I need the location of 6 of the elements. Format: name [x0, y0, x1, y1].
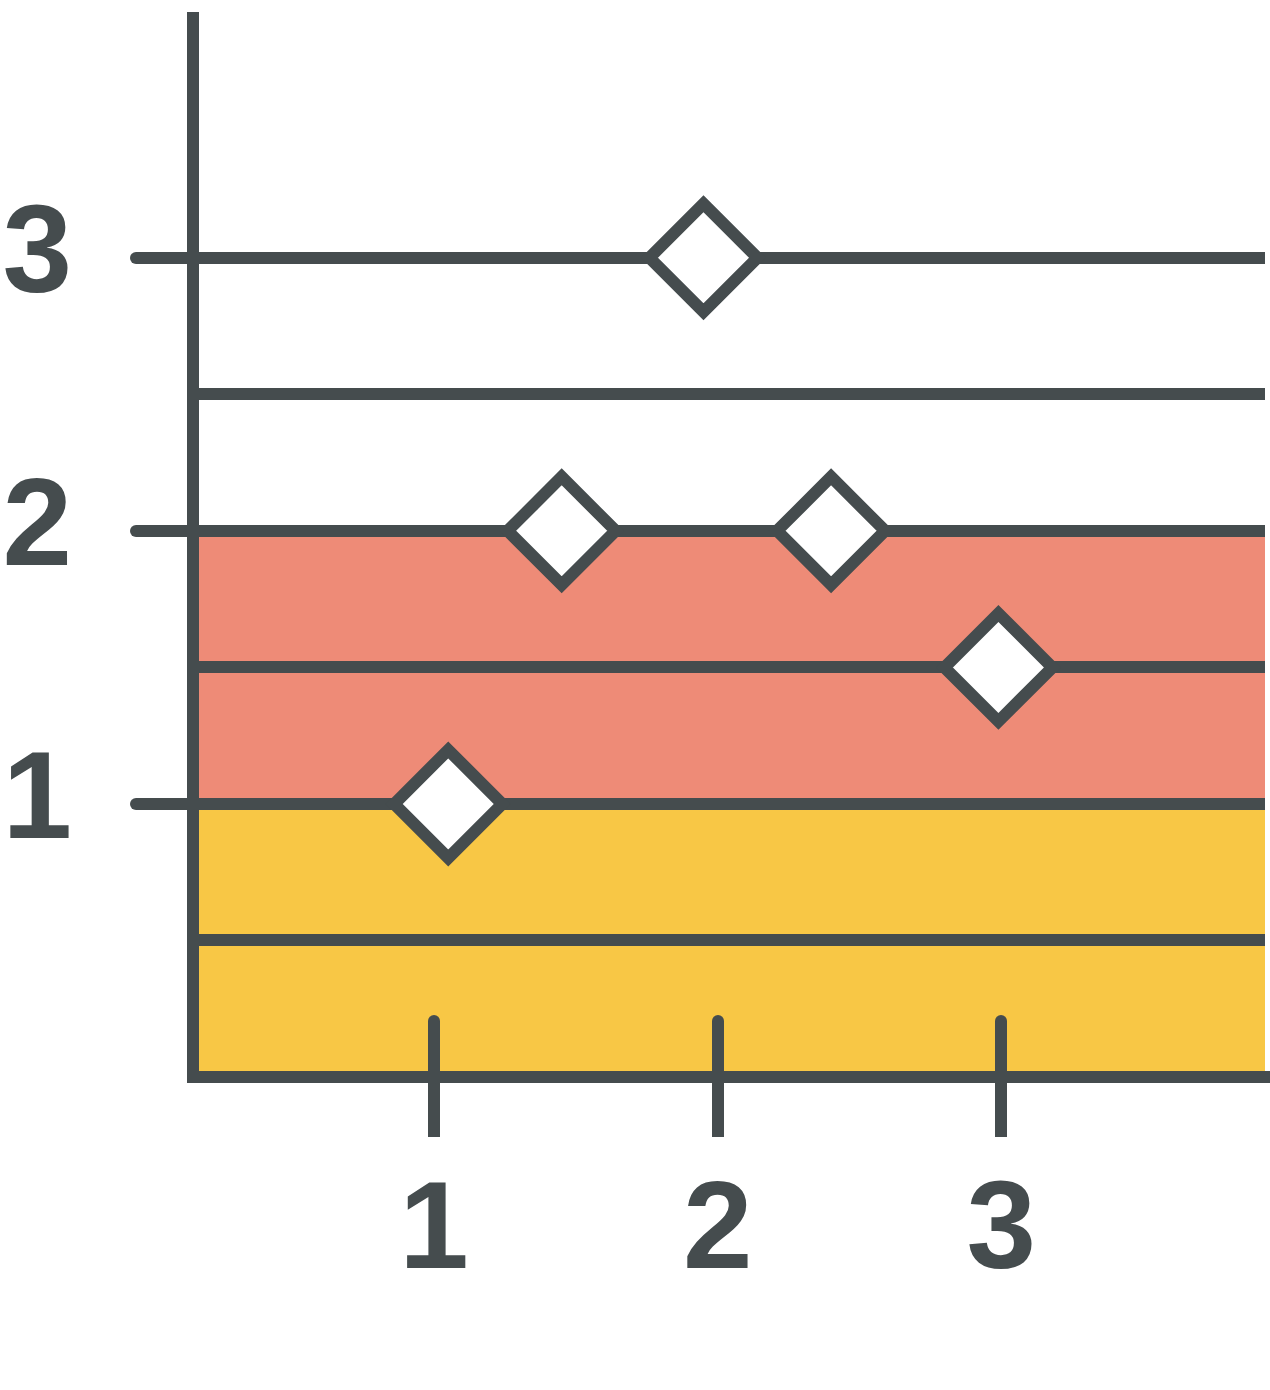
x-tick-label: 3 — [966, 1155, 1037, 1295]
y-tick-label: 2 — [2, 452, 72, 592]
x-tick-label: 2 — [682, 1155, 753, 1295]
y-tick-label: 1 — [2, 725, 72, 865]
y-tick-label: 3 — [2, 179, 72, 319]
x-tick-label: 1 — [399, 1155, 469, 1295]
